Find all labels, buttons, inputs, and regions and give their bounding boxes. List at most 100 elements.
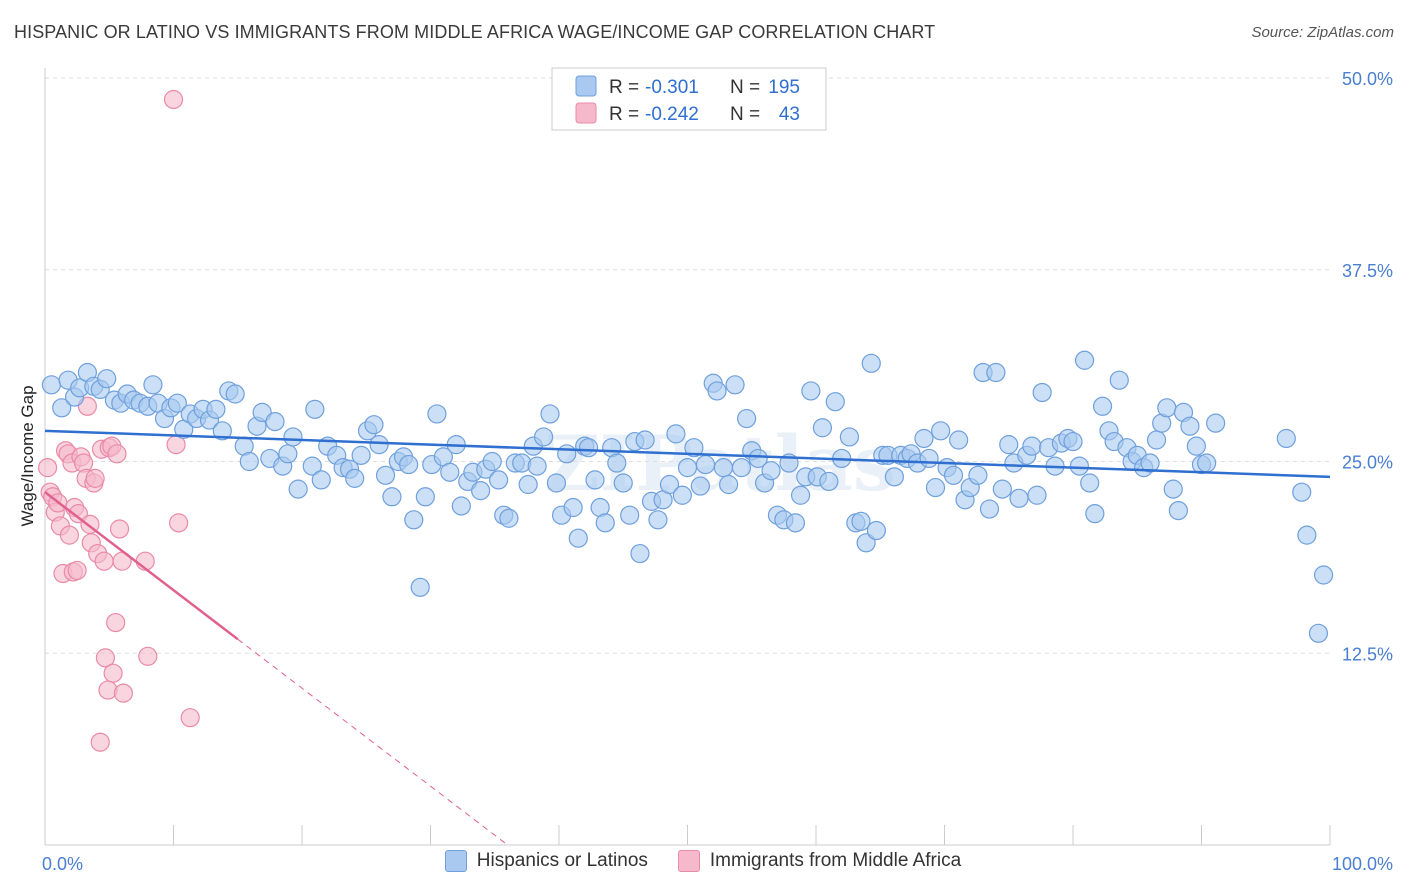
x-tick-label-1: 100.0% (1332, 854, 1393, 874)
hispanics-point-37 (283, 427, 303, 447)
hispanics-point-38 (288, 479, 308, 499)
hispanics-point-145 (925, 477, 946, 498)
hispanics-point-69 (482, 451, 502, 472)
hispanics-point-192 (1206, 413, 1226, 433)
hispanics-point-30 (239, 451, 259, 472)
hispanics-point-103 (677, 458, 698, 478)
hispanics-point-47 (351, 445, 371, 465)
legend-swatch-middle-africa (677, 850, 700, 872)
hispanics-point-57 (410, 577, 430, 597)
blue-series-points (41, 350, 1334, 643)
hispanics-point-34 (265, 412, 285, 432)
hispanics-point-72 (499, 508, 519, 528)
hispanics-point-46 (345, 468, 365, 488)
middle-africa-point-36 (113, 683, 133, 703)
hispanics-point-50 (369, 435, 389, 455)
hispanics-point-95 (630, 543, 650, 564)
middle-africa-point-28 (98, 680, 118, 700)
hispanics-point-193 (1276, 428, 1296, 449)
hispanics-point-36 (278, 444, 298, 464)
hispanics-point-127 (819, 471, 839, 492)
hispanics-point-77 (527, 456, 547, 476)
hispanics-point-89 (595, 513, 615, 533)
hispanics-point-105 (690, 476, 710, 496)
middle-africa-point-33 (107, 444, 127, 464)
hispanics-point-111 (725, 375, 745, 395)
middle-africa-point-34 (109, 519, 130, 539)
legend-swatch-blue (575, 75, 597, 97)
hispanics-point-161 (1022, 436, 1042, 456)
hispanics-point-79 (540, 404, 560, 424)
hispanics-point-197 (1313, 565, 1334, 585)
hispanics-point-171 (1080, 473, 1100, 493)
hispanics-point-133 (856, 533, 876, 553)
legend-item-middle-africa: Immigrants from Middle Africa (677, 850, 961, 872)
axes (44, 68, 1331, 846)
hispanics-point-162 (1027, 485, 1047, 505)
hispanics-point-155 (986, 362, 1006, 383)
hispanics-trendline (44, 429, 1331, 479)
hispanics-point-93 (620, 505, 640, 525)
legend-r-label-1: R = (609, 77, 639, 98)
hispanics-point-189 (1186, 436, 1206, 456)
middle-africa-point-39 (163, 89, 184, 110)
hispanics-point-106 (695, 454, 716, 475)
hispanics-point-121 (785, 513, 806, 533)
pink-series-points (37, 89, 200, 752)
hispanics-point-49 (364, 415, 384, 435)
middle-africa-point-32 (106, 612, 126, 633)
hispanics-point-102 (672, 485, 692, 505)
hispanics-point-124 (801, 381, 821, 401)
hispanics-point-134 (861, 353, 881, 373)
hispanics-point-87 (585, 470, 605, 490)
hispanics-point-56 (404, 510, 424, 530)
legend-n-label-1: N = (730, 77, 760, 98)
hispanics-point-112 (731, 458, 752, 478)
source-credit: Source: ZipAtlas.com (1251, 24, 1394, 41)
hispanics-point-101 (666, 424, 686, 444)
hispanics-point-113 (737, 408, 757, 429)
hispanics-point-194 (1292, 482, 1312, 502)
hispanics-point-0 (41, 375, 62, 395)
hispanics-point-25 (206, 399, 226, 419)
hispanics-point-98 (648, 510, 668, 530)
middle-africa-point-0 (37, 458, 58, 478)
legend-top: R = -0.301 N = 195 R = -0.242 N = 43 (551, 67, 827, 131)
middle-africa-point-27 (95, 648, 115, 668)
hispanics-point-28 (225, 384, 245, 404)
hispanics-point-152 (968, 465, 988, 485)
hispanics-point-96 (635, 430, 655, 450)
hispanics-point-115 (748, 448, 768, 469)
hispanics-point-173 (1092, 396, 1113, 416)
hispanics-point-83 (563, 497, 583, 518)
hispanics-point-91 (607, 453, 627, 473)
middle-africa-point-13 (67, 560, 87, 581)
tick-labels: 12.5% 25.0% 37.5% 50.0% 0.0% 100.0% (42, 69, 1393, 874)
hispanics-point-75 (518, 474, 538, 495)
middle-africa-point-42 (180, 708, 200, 728)
hispanics-point-40 (305, 399, 325, 419)
middle-africa-point-31 (103, 663, 123, 683)
y-tick-label-2: 37.5% (1342, 261, 1393, 281)
middle-africa-point-24 (90, 732, 110, 752)
hispanics-point-122 (790, 485, 811, 505)
hispanics-point-130 (839, 427, 860, 447)
hispanics-point-55 (399, 454, 419, 475)
hispanics-point-84 (568, 528, 588, 548)
hispanics-point-170 (1074, 350, 1095, 370)
legend-box (551, 67, 827, 131)
hispanics-point-51 (375, 465, 396, 485)
x-tick-label-0: 0.0% (42, 854, 83, 874)
hispanics-point-74 (512, 453, 532, 473)
middle-africa-trendline-extension (237, 638, 508, 846)
hispanics-point-186 (1168, 500, 1188, 521)
legend-swatch-hispanics (444, 850, 467, 872)
hispanics-point-135 (866, 520, 886, 541)
legend-n-label-2: N = (730, 104, 760, 125)
hispanics-point-181 (1140, 453, 1160, 473)
legend-r-value-1: -0.301 (645, 77, 699, 98)
hispanics-point-132 (851, 511, 871, 531)
hispanics-point-128 (825, 392, 845, 412)
middle-africa-point-38 (138, 646, 158, 666)
hispanics-point-26 (212, 421, 232, 441)
